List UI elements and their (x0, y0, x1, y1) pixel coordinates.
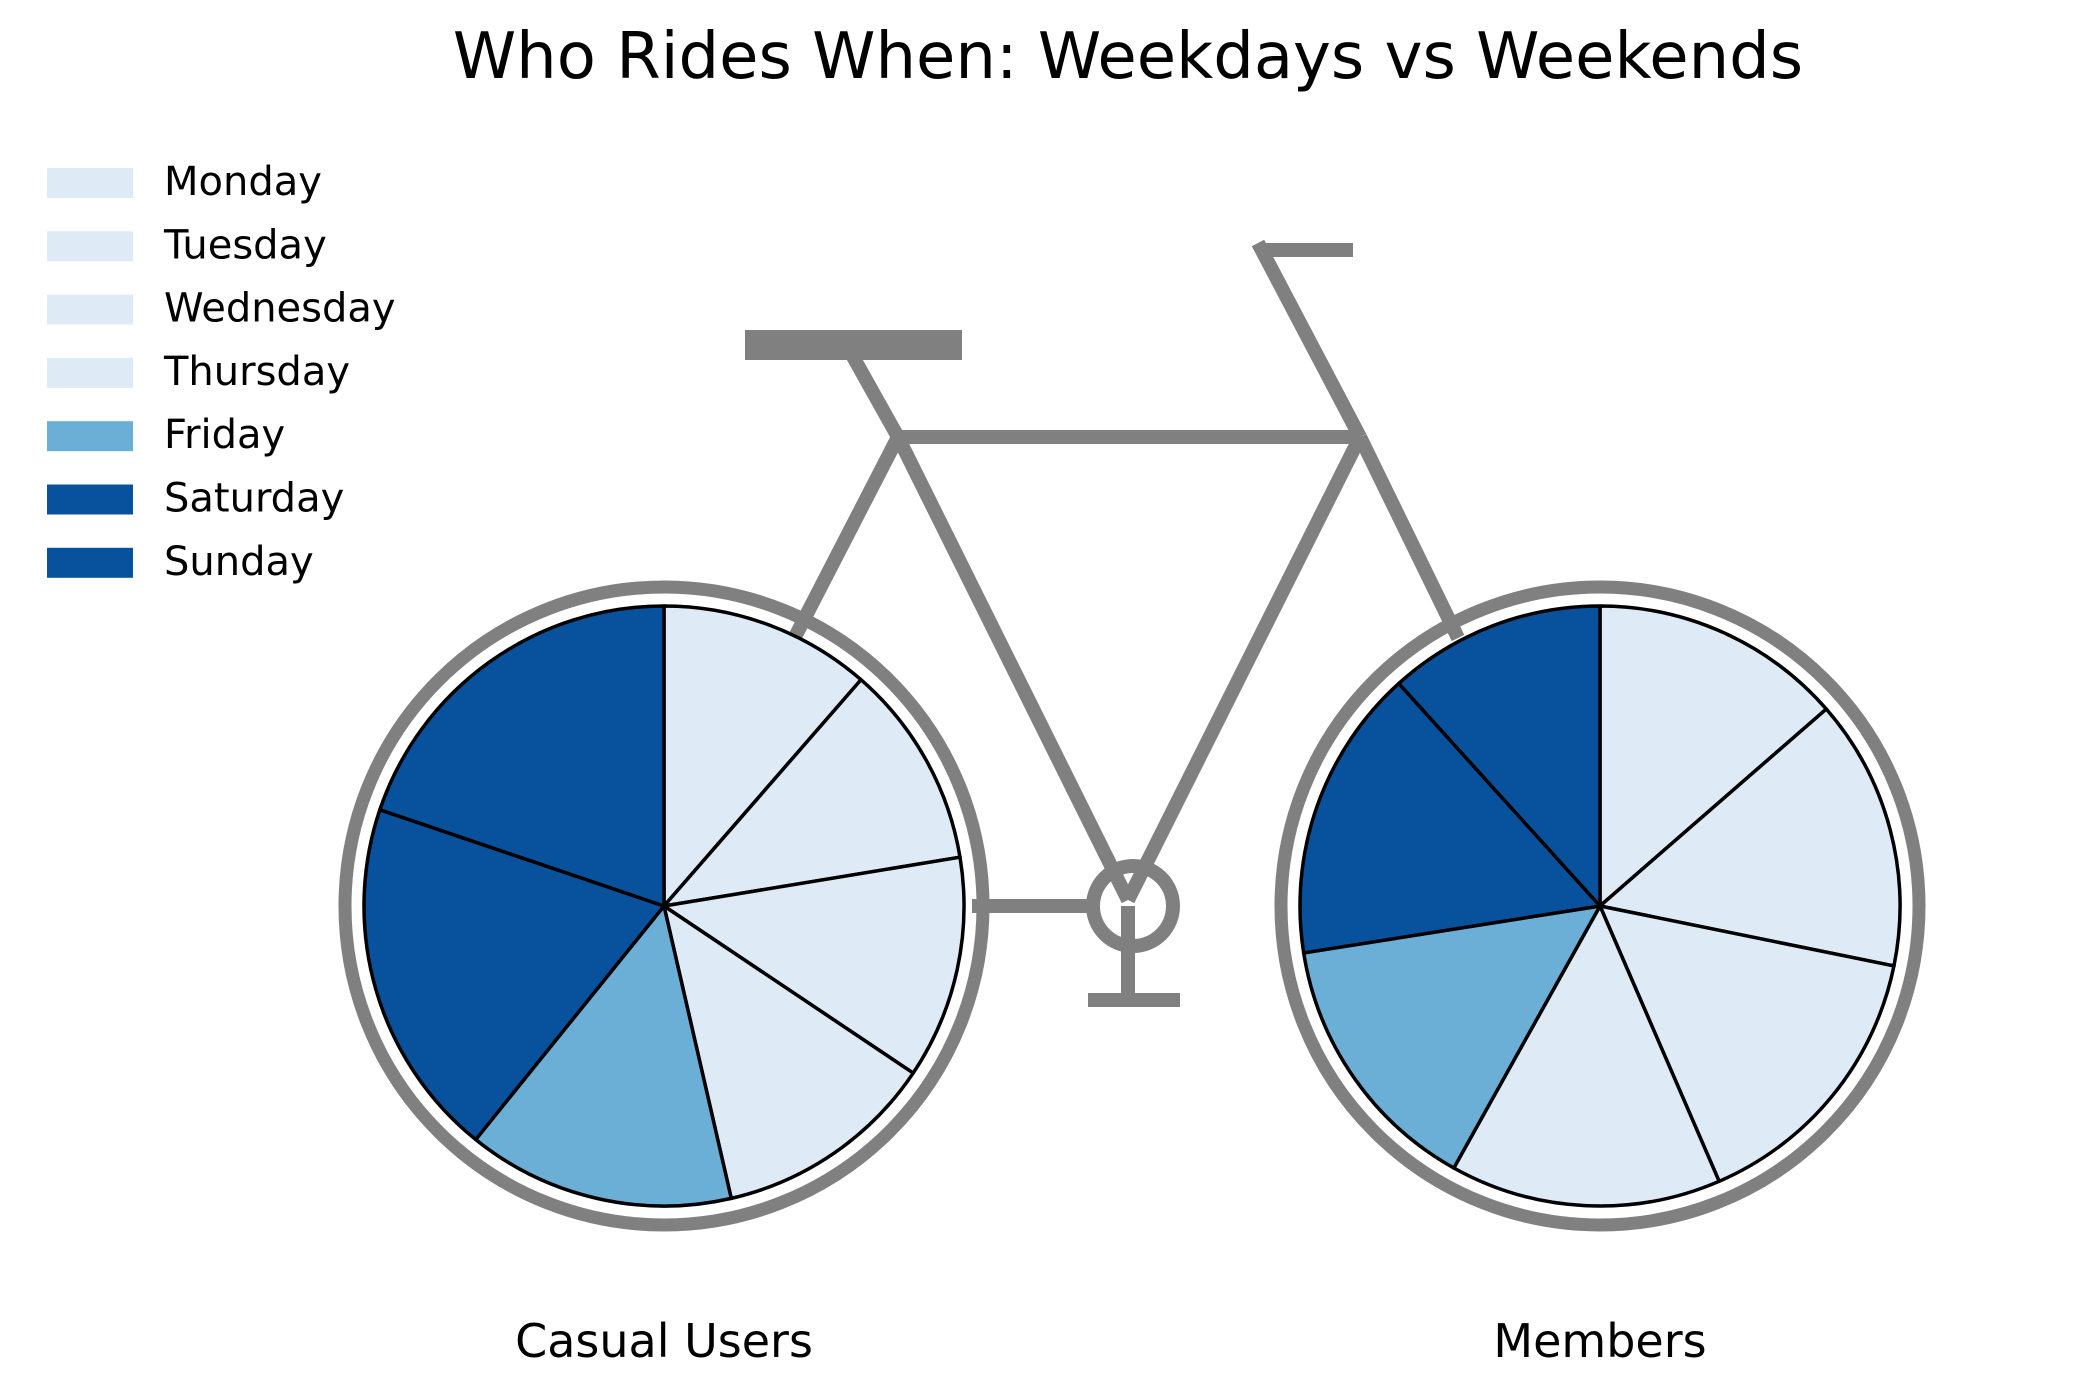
slice-members-thursday (1452, 904, 1721, 1208)
legend-swatch-tuesday (47, 231, 133, 262)
slice-members-monday (1598, 604, 1829, 908)
slice-members-friday (1301, 904, 1602, 1170)
legend-label-saturday: Saturday (164, 476, 344, 522)
legend-item-sunday: Sunday (47, 539, 314, 585)
diagonal-tube (1121, 433, 1367, 904)
seat-post (844, 349, 905, 441)
legend-swatch-sunday (47, 547, 133, 578)
legend-label-tuesday: Tuesday (163, 222, 327, 268)
legend-item-wednesday: Wednesday (47, 286, 396, 332)
bike-frame (789, 239, 1465, 1000)
slice-casual-users-sunday (378, 604, 666, 908)
slice-casual-users-friday (473, 904, 734, 1208)
fork (1353, 433, 1465, 642)
legend: Monday Tuesday Wednesday Thursday Friday Satu… (47, 159, 396, 585)
slice-members-sunday (1397, 604, 1602, 908)
legend-swatch-monday (47, 168, 133, 198)
legend-swatch-thursday (47, 357, 133, 388)
legend-label-sunday: Sunday (164, 539, 314, 585)
legend-item-saturday: Saturday (47, 476, 344, 522)
series-label-members: Members (1493, 1314, 1706, 1368)
slice-casual-users-monday (662, 604, 863, 908)
slice-casual-users-wednesday (662, 855, 966, 1075)
legend-label-friday: Friday (164, 412, 285, 458)
slice-casual-users-tuesday (662, 677, 962, 908)
legend-swatch-wednesday (47, 294, 133, 325)
legend-swatch-friday (47, 421, 133, 452)
legend-item-friday: Friday (47, 412, 285, 458)
chart-title: Who Rides When: Weekdays vs Weekends (453, 20, 1803, 94)
pie-layer: Casual Users Members (338, 580, 1926, 1368)
wheel-rim-members (1274, 580, 1926, 1232)
pie-members: Members (1274, 580, 1926, 1368)
legend-swatch-saturday (47, 484, 133, 515)
stem (1251, 239, 1367, 441)
legend-item-thursday: Thursday (47, 349, 350, 395)
legend-item-monday: Monday (47, 159, 322, 205)
legend-label-monday: Monday (164, 159, 322, 205)
wheel-rim-casual-users (338, 580, 990, 1232)
slice-members-saturday (1298, 681, 1602, 955)
bike-seat (745, 330, 962, 360)
pie-casual-users: Casual Users (338, 580, 990, 1368)
legend-label-thursday: Thursday (163, 349, 350, 395)
slice-members-wednesday (1598, 904, 1896, 1184)
slice-members-tuesday (1598, 707, 1902, 968)
seat-stay (789, 433, 905, 639)
crank-ring (1086, 859, 1180, 953)
down-tube (891, 433, 1135, 904)
slice-casual-users-thursday (662, 904, 915, 1201)
slice-casual-users-saturday (362, 807, 666, 1142)
series-label-casual-users: Casual Users (515, 1314, 813, 1368)
legend-item-tuesday: Tuesday (47, 222, 327, 268)
legend-label-wednesday: Wednesday (164, 286, 396, 332)
